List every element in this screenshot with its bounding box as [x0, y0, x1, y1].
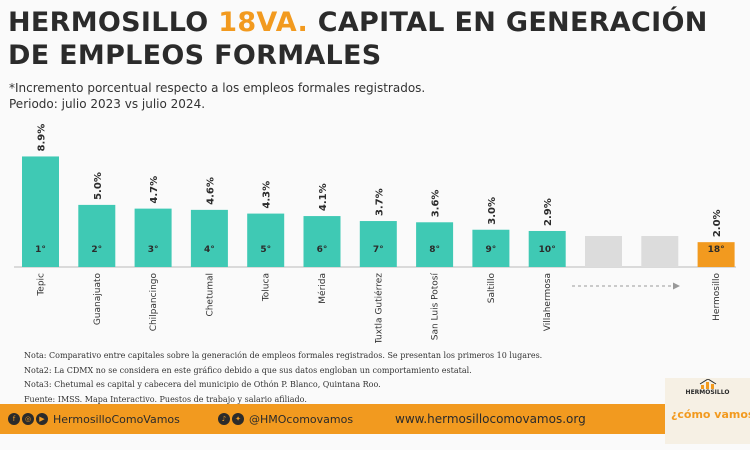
bar-value-label: 4.3%	[262, 181, 273, 209]
bar-value-label: 3.0%	[487, 197, 498, 225]
bar-rank-label: 4°	[204, 245, 215, 255]
bar	[528, 230, 566, 267]
bar-value-label: 5.0%	[93, 172, 104, 200]
bar-value-label: 2.0%	[712, 209, 723, 237]
page-title: HERMOSILLO 18VA. CAPITAL EN GENERACIÓN D…	[8, 6, 708, 72]
x-tick-label: Guanajuato	[93, 273, 103, 326]
bar-value-label: 4.1%	[318, 183, 329, 211]
x-tick-label: Mérida	[317, 273, 328, 304]
note-2: Nota2: La CDMX no se considera en este g…	[24, 365, 472, 375]
bar-rank-label: 5°	[260, 245, 271, 255]
note-3: Nota3: Chetumal es capital y cabecera de…	[24, 380, 381, 389]
bar	[697, 242, 735, 267]
bar-rank-label: 3°	[148, 245, 159, 255]
subtitle: *Incremento porcentual respecto a los em…	[9, 80, 425, 112]
title-part: CAPITAL EN GENERACIÓN	[308, 7, 708, 38]
bar-value-label: 3.6%	[431, 190, 442, 218]
x-tick-label: Toluca	[262, 273, 272, 302]
facebook-icon[interactable]: f	[8, 413, 20, 425]
bar	[134, 208, 172, 267]
subtitle-line-2: Periodo: julio 2023 vs julio 2024.	[9, 97, 206, 111]
notes: Nota: Comparativo entre capitales sobre …	[24, 349, 664, 407]
bar-rank-label: 18°	[708, 245, 725, 255]
bar-rank-label: 9°	[486, 245, 497, 255]
social-handle-1[interactable]: HermosilloComoVamos	[53, 412, 180, 426]
bar-rank-label: 6°	[317, 245, 328, 255]
x-tick-label: San Luis Potosí	[431, 273, 441, 341]
placeholder-bar	[585, 236, 622, 267]
bar	[472, 229, 510, 267]
bar-rank-label: 2°	[91, 245, 102, 255]
social-group-2: ♪ ✦ @HMOcomovamos	[218, 404, 353, 434]
bar	[247, 213, 285, 267]
bar	[359, 221, 397, 267]
bar-value-label: 8.9%	[37, 124, 48, 152]
bar	[78, 204, 116, 267]
social-handle-2[interactable]: @HMOcomovamos	[249, 412, 354, 426]
instagram-icon[interactable]: ◎	[22, 413, 34, 425]
arrow-head	[673, 282, 680, 290]
note-1: Nota: Comparativo entre capitales sobre …	[24, 351, 543, 360]
bar	[190, 209, 228, 267]
bar-value-label: 3.7%	[374, 188, 385, 216]
footer-bar: f ◎ ▶ HermosilloComoVamos ♪ ✦ @HMOcomova…	[0, 404, 750, 434]
bar-value-label: 2.9%	[543, 198, 554, 226]
x-tick-label: Tepic	[37, 273, 47, 297]
website-link[interactable]: www.hermosillocomovamos.org	[395, 412, 586, 426]
bar	[416, 222, 454, 267]
bar-rank-label: 7°	[373, 245, 384, 255]
x-tick-label: Tuxtla Gutiérrez	[373, 273, 384, 343]
bar-rank-label: 10°	[539, 245, 556, 255]
twitter-icon[interactable]: ✦	[232, 413, 244, 425]
bar-value-label: 4.6%	[205, 177, 216, 205]
x-tick-label: Chilpancingo	[149, 273, 159, 332]
x-tick-label: Chetumal	[205, 273, 215, 317]
bar-chart: 8.9% 1° Tepic 5.0% 2° Guanajuato 4.7% 3° Chilpan…	[14, 124, 736, 343]
title-highlight: 18VA.	[218, 7, 309, 38]
bar-value-label: 4.7%	[149, 176, 160, 204]
bar	[303, 216, 341, 267]
logo-slogan: ¿cómo vamos	[671, 408, 750, 421]
logo-name: HERMOSILLO	[685, 389, 730, 396]
title-part: HERMOSILLO	[8, 7, 219, 38]
house-chart-icon	[699, 379, 717, 389]
youtube-icon[interactable]: ▶	[36, 413, 48, 425]
social-group-1: f ◎ ▶ HermosilloComoVamos	[8, 404, 180, 434]
bar-rank-label: 1°	[35, 245, 46, 255]
bar	[22, 156, 59, 267]
title-line1: HERMOSILLO 18VA. CAPITAL EN GENERACIÓN	[8, 7, 708, 38]
subtitle-line-1: *Incremento porcentual respecto a los em…	[9, 81, 426, 95]
title-line2: DE EMPLEOS FORMALES	[8, 40, 382, 71]
x-tick-label: Villahermosa	[543, 273, 553, 331]
x-tick-label: Hermosillo	[712, 273, 722, 321]
placeholder-bar	[641, 236, 679, 267]
brand-logo: HERMOSILLO ¿cómo vamos	[665, 378, 750, 444]
x-tick-label: Saltillo	[487, 273, 497, 304]
source-note: Fuente: IMSS. Mapa Interactivo. Puestos …	[24, 394, 307, 404]
tiktok-icon[interactable]: ♪	[218, 413, 230, 425]
bar-rank-label: 8°	[429, 245, 440, 255]
